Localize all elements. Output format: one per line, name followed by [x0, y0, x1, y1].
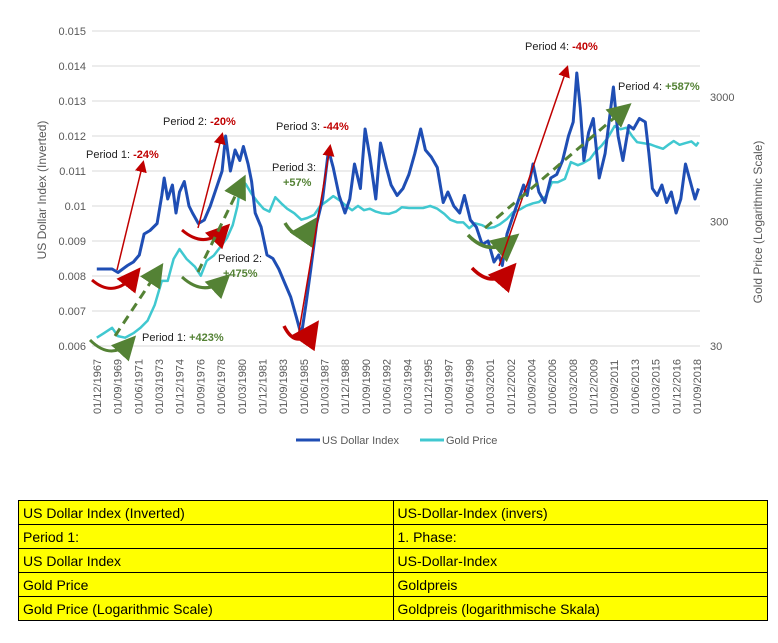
green-trend-arrow-period-4	[484, 103, 632, 230]
table-row: US Dollar Index (Inverted) US-Dollar-Inde…	[18, 500, 768, 525]
x-tick-label: 01/09/2018	[692, 359, 704, 414]
x-tick-label: 01/06/2013	[630, 359, 642, 414]
annotation-dollar-period-4: Period 4: -40%	[525, 41, 598, 53]
x-tick-label: 01/12/2016	[671, 359, 683, 414]
german-cell: 1. Phase:	[392, 524, 768, 549]
red-trend-arrow-period-4	[498, 65, 570, 267]
x-tick-label: 01/09/2004	[526, 359, 538, 414]
x-tick-label: 01/06/1992	[382, 359, 394, 414]
red-trend-arrow-period-3	[297, 144, 335, 338]
green-curved-arrow-period-4	[466, 233, 520, 263]
red-curved-arrow-period-3	[282, 320, 319, 352]
annotation-dollar-period-2: Period 2: -20%	[163, 116, 236, 128]
english-cell: US Dollar Index (Inverted)	[18, 500, 394, 525]
x-tick-label: 01/12/2002	[506, 359, 518, 414]
red-curved-arrow-period-1	[91, 267, 141, 294]
x-tick-label: 01/06/1999	[464, 359, 476, 414]
x-tick-label: 01/12/1974	[175, 359, 187, 414]
x-tick-label: 01/03/1987	[320, 359, 332, 414]
red-curved-arrow-period-2	[181, 223, 231, 250]
x-tick-label: 01/06/1971	[133, 359, 145, 414]
annotation-dollar-period-1: Period 1: -24%	[86, 149, 159, 161]
annotation-gold-period-2-value: +475%	[223, 268, 258, 280]
x-tick-label: 01/12/1967	[92, 359, 104, 414]
annotation-gold-period-3-label: Period 3:	[272, 162, 316, 174]
left-tick-label: 0.015	[58, 26, 86, 38]
x-tick-label: 01/12/1988	[340, 359, 352, 414]
left-tick-label: 0.013	[58, 96, 86, 108]
right-axis-title: Gold Price (Logarithmic Scale)	[751, 141, 765, 304]
german-cell: Goldpreis (logarithmische Skala)	[392, 596, 768, 621]
red-trend-arrow-period-2	[197, 132, 226, 229]
english-cell: Gold Price	[18, 572, 394, 597]
x-tick-label: 01/03/2001	[485, 359, 497, 414]
x-tick-label: 01/09/1983	[278, 359, 290, 414]
annotation-gold-period-3-value: +57%	[283, 177, 312, 189]
left-axis-title: US Dollar Index (Inverted)	[35, 121, 49, 260]
legend-label-dollar: US Dollar Index	[322, 435, 400, 447]
us-dollar-index-line	[96, 71, 700, 337]
legend: US Dollar Index Gold Price	[296, 435, 497, 447]
german-cell: Goldpreis	[392, 572, 768, 597]
x-tick-label: 01/03/2015	[651, 359, 663, 414]
left-tick-label: 0.014	[58, 61, 86, 73]
left-tick-label: 0.011	[59, 166, 86, 178]
red-curved-arrow-period-4	[470, 262, 517, 294]
annotation-dollar-period-3: Period 3: -44%	[276, 121, 349, 133]
x-tick-label: 01/09/1990	[361, 359, 373, 414]
table-row: US Dollar Index US-Dollar-Index	[18, 548, 768, 573]
table-row: Gold Price Goldpreis	[18, 572, 768, 597]
annotation-gold-period-2-label: Period 2:	[218, 253, 262, 265]
annotation-gold-period-4: Period 4: +587%	[618, 81, 700, 93]
german-cell: US-Dollar-Index	[392, 548, 768, 573]
table-row: Gold Price (Logarithmic Scale) Goldpreis …	[18, 596, 768, 621]
left-tick-label: 0.007	[58, 306, 86, 318]
x-tick-label: 01/06/1985	[299, 359, 311, 414]
green-curved-arrow-period-3	[283, 217, 317, 249]
x-tick-label: 01/12/2009	[589, 359, 601, 414]
green-curved-arrow-period-2	[180, 273, 231, 300]
x-tick-label: 01/09/1997	[444, 359, 456, 414]
left-tick-label: 0.009	[58, 236, 86, 248]
x-tick-label: 01/09/1976	[195, 359, 207, 414]
annotation-gold-period-1: Period 1: +423%	[142, 332, 224, 344]
x-tick-label: 01/03/2008	[568, 359, 580, 414]
x-tick-label: 01/12/1981	[257, 359, 269, 414]
english-cell: Gold Price (Logarithmic Scale)	[18, 596, 394, 621]
english-cell: US Dollar Index	[18, 548, 394, 573]
x-tick-label: 01/09/2011	[609, 360, 621, 414]
table-row: Period 1: 1. Phase:	[18, 524, 768, 549]
x-tick-label: 01/06/2006	[547, 359, 559, 414]
x-tick-label: 01/06/1978	[216, 359, 228, 414]
left-tick-label: 0.008	[58, 271, 86, 283]
dual-axis-line-chart: 0.006 0.007 0.008 0.009 0.01 0.011 0.012 0.013 0…	[35, 26, 765, 447]
x-tick-label: 01/03/1980	[237, 359, 249, 414]
red-trend-arrow-period-1	[116, 160, 147, 271]
gold-price-line	[96, 124, 700, 339]
x-tick-label: 01/09/1969	[113, 359, 125, 414]
right-tick-label: 3000	[710, 92, 734, 104]
right-tick-label: 30	[710, 341, 722, 353]
legend-label-gold: Gold Price	[446, 435, 497, 447]
green-trend-arrow-period-2	[196, 174, 246, 273]
green-trend-arrow-period-1	[113, 262, 164, 337]
x-tick-label: 01/03/1994	[402, 359, 414, 414]
left-tick-label: 0.006	[58, 341, 86, 353]
green-curved-arrow-period-1	[88, 335, 137, 362]
english-cell: Period 1:	[18, 524, 394, 549]
left-tick-label: 0.01	[65, 201, 86, 213]
left-tick-label: 0.012	[58, 131, 86, 143]
translation-table: US Dollar Index (Inverted) US-Dollar-Inde…	[18, 500, 768, 621]
x-tick-label: 01/12/1995	[423, 359, 435, 414]
german-cell: US-Dollar-Index (invers)	[392, 500, 768, 525]
x-tick-label: 01/03/1973	[154, 359, 166, 414]
right-tick-label: 300	[710, 217, 728, 229]
